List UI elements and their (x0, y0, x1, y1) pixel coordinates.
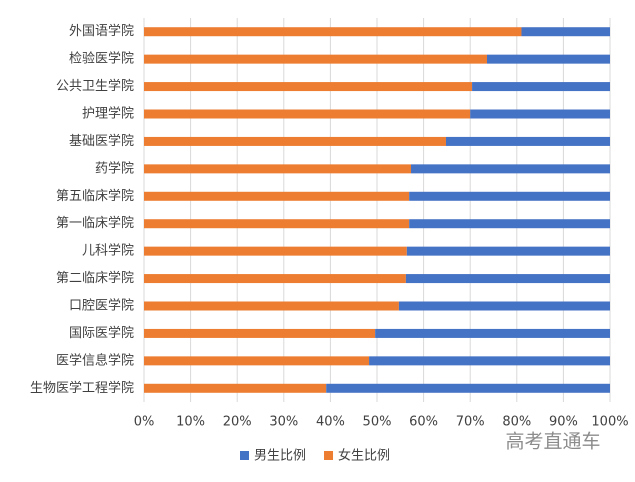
x-tick-label: 50% (363, 415, 392, 430)
bar-segment (375, 328, 610, 338)
bar-segment (326, 383, 610, 393)
bar-segment (398, 301, 610, 311)
y-tick-label: 儿科学院 (82, 243, 134, 259)
x-tick-label: 0% (134, 415, 155, 430)
y-tick-label: 生物医学工程学院 (30, 380, 134, 396)
bar-segment (144, 164, 412, 174)
bar-segment (144, 274, 406, 284)
y-tick-label: 第五临床学院 (56, 188, 134, 204)
watermark: 高考直通车 (505, 431, 600, 453)
x-tick-label: 100% (591, 415, 628, 430)
y-tick-label: 护理学院 (82, 106, 134, 122)
y-tick-label: 第一临床学院 (56, 215, 134, 231)
legend-swatch (324, 451, 334, 460)
x-tick-label: 60% (409, 415, 438, 430)
bar-segment (144, 219, 410, 229)
legend-swatch (240, 451, 249, 460)
bar-segment (486, 54, 610, 64)
y-tick-label: 公共卫生学院 (56, 78, 134, 94)
bar-segment (405, 274, 610, 284)
bar-segment (409, 191, 610, 201)
bar-segment (369, 356, 610, 366)
bar-segment (144, 246, 407, 256)
bar-segment (470, 109, 610, 119)
x-tick-label: 40% (316, 415, 345, 430)
legend-label: 女生比例 (338, 448, 390, 464)
bar-segment (144, 109, 471, 119)
bar-segment (409, 219, 610, 229)
y-tick-label: 医学信息学院 (56, 352, 134, 368)
bar-segment (144, 54, 487, 64)
legend-label: 男生比例 (254, 449, 306, 464)
x-tick-label: 70% (456, 415, 485, 430)
x-tick-label: 30% (269, 415, 298, 430)
bar-segment (521, 27, 610, 37)
bar-segment (144, 191, 410, 201)
y-tick-label: 国际医学院 (69, 325, 134, 341)
bar-segment (406, 246, 610, 256)
y-tick-label: 口腔医学院 (69, 298, 134, 314)
bar-segment (445, 136, 610, 146)
x-tick-label: 10% (176, 415, 205, 430)
bar-segment (144, 383, 327, 393)
y-tick-label: 药学院 (95, 160, 134, 176)
bar-segment (144, 301, 399, 311)
bar-segment (144, 136, 446, 146)
y-tick-label: 检验医学院 (69, 51, 134, 67)
y-tick-label: 外国语学院 (69, 23, 134, 39)
bar-segment (144, 328, 376, 338)
x-tick-label: 90% (549, 415, 578, 430)
x-tick-label: 80% (502, 415, 531, 430)
y-tick-label: 基础医学院 (69, 133, 134, 149)
bar-segment (411, 164, 610, 174)
y-tick-label: 第二临床学院 (56, 270, 134, 286)
x-tick-label: 20% (223, 415, 252, 430)
bar-segment (144, 356, 370, 366)
bar-segment (472, 82, 610, 92)
bar-segment (144, 27, 522, 37)
bar-segment (144, 82, 473, 92)
